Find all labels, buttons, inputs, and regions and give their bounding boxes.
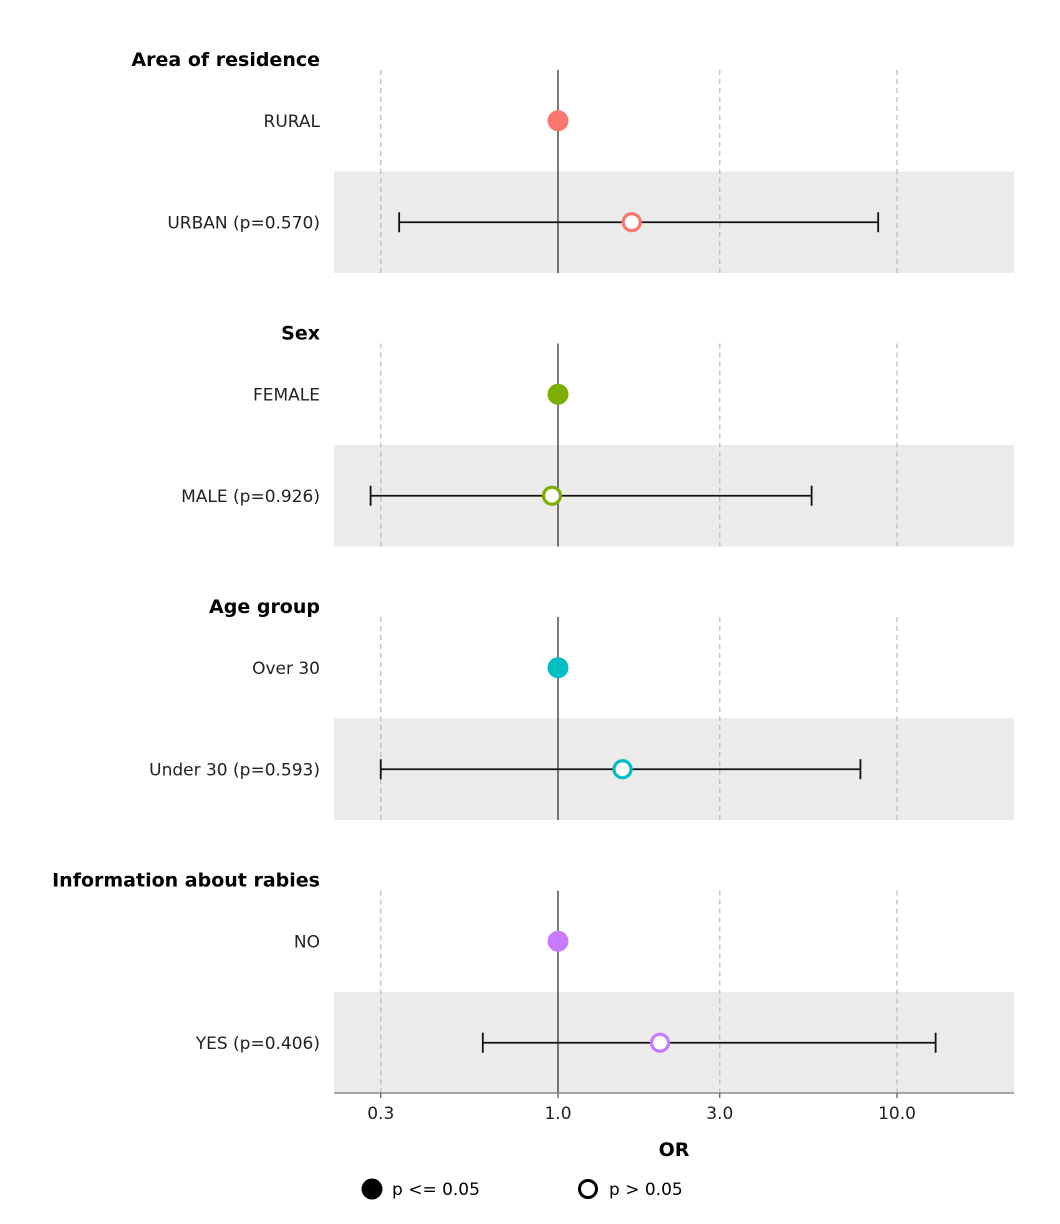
legend-marker-filled xyxy=(361,1178,383,1200)
legend-label: p <= 0.05 xyxy=(392,1180,480,1200)
row-label: YES (p=0.406) xyxy=(195,1034,320,1054)
row-label: URBAN (p=0.570) xyxy=(167,213,320,233)
point-estimate xyxy=(621,212,642,233)
x-axis-title: OR xyxy=(659,1139,690,1161)
row-label: Under 30 (p=0.593) xyxy=(149,760,320,780)
row-label: FEMALE xyxy=(253,385,320,405)
group-title: Sex xyxy=(281,323,320,345)
point-estimate xyxy=(547,383,569,405)
x-tick-label: 0.3 xyxy=(367,1104,394,1124)
legend: p <= 0.05 p > 0.05 xyxy=(361,1178,683,1200)
group-title: Age group xyxy=(209,596,320,618)
group-1: Sex FEMALE MALE (p=0.926) xyxy=(181,323,1014,547)
group-2: Age group Over 30 Under 30 (p=0.593) xyxy=(149,596,1014,820)
row-label: NO xyxy=(294,932,320,952)
point-estimate xyxy=(649,1032,671,1053)
row-label: Over 30 xyxy=(252,659,320,679)
point-estimate xyxy=(547,657,569,679)
legend-label: p > 0.05 xyxy=(609,1180,683,1200)
legend-marker-open xyxy=(578,1179,598,1199)
group-title: Area of residence xyxy=(131,49,320,71)
x-tick-label: 3.0 xyxy=(706,1104,733,1124)
group-title: Information about rabies xyxy=(52,870,320,892)
group-3: Information about rabies NO YES (p=0.406) xyxy=(52,870,1014,1094)
row-label: MALE (p=0.926) xyxy=(181,487,320,507)
row-label: RURAL xyxy=(264,112,321,132)
x-axis: OR 0.3 1.0 3.0 10.0 xyxy=(334,1092,1014,1161)
plot-area: Area of residence RURAL URBAN (p=0.570) Sex… xyxy=(52,49,1014,1094)
x-tick-label: 1.0 xyxy=(544,1104,571,1124)
x-tick-label: 10.0 xyxy=(878,1104,916,1124)
point-estimate xyxy=(612,759,633,780)
point-estimate xyxy=(547,110,569,132)
point-estimate xyxy=(541,485,563,506)
point-estimate xyxy=(547,930,569,952)
group-0: Area of residence RURAL URBAN (p=0.570) xyxy=(131,49,1014,273)
